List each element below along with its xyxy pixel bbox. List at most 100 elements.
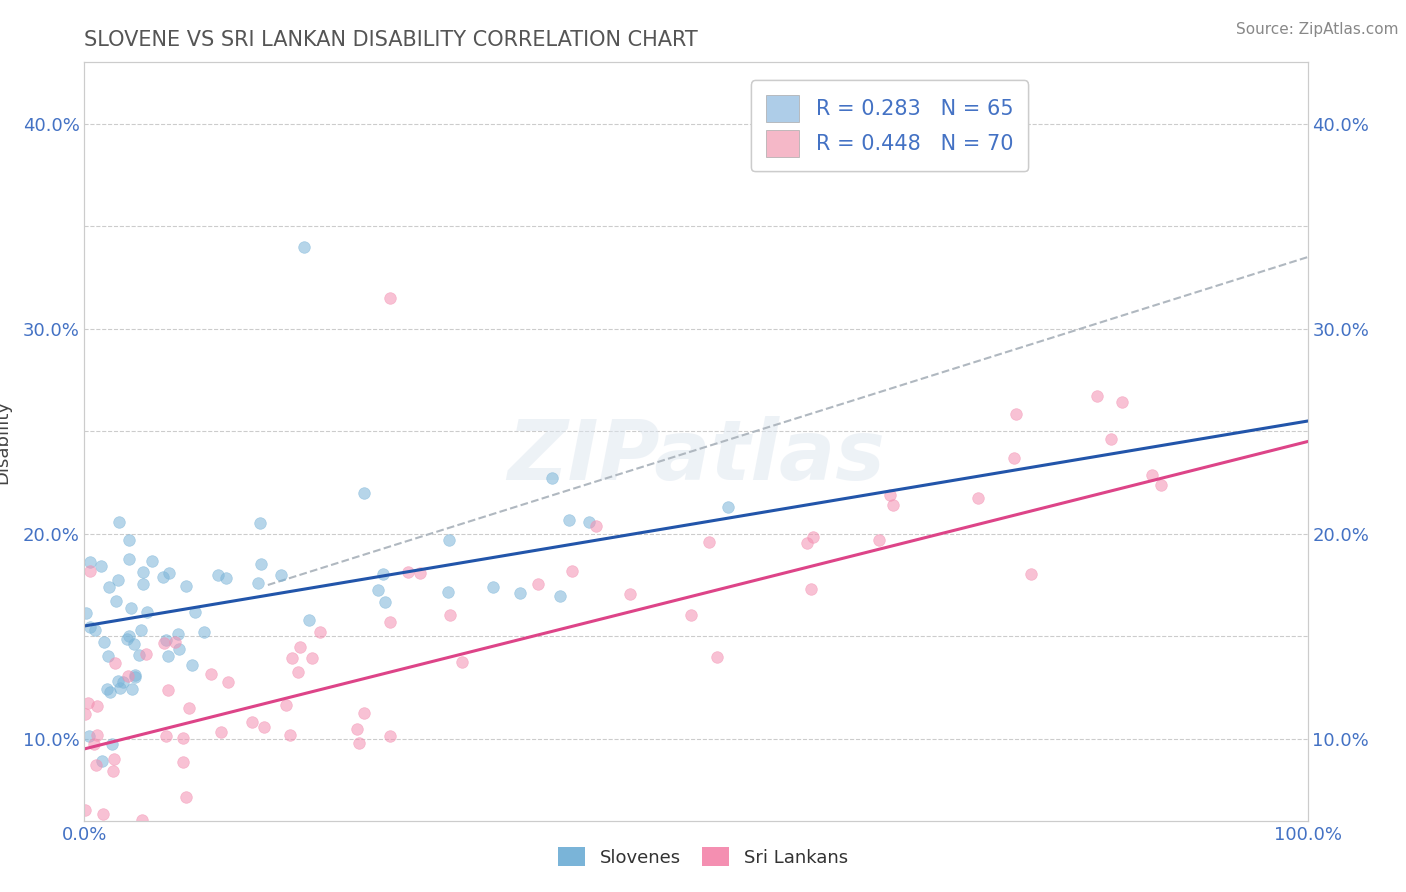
- Point: [77, 696, 100, 710]
- Point: [278, 728, 301, 742]
- Point: [79, 620, 101, 634]
- Point: [120, 600, 142, 615]
- Point: [104, 656, 127, 670]
- Point: [270, 568, 292, 582]
- Point: [124, 670, 146, 684]
- Point: [681, 607, 703, 622]
- Point: [115, 823, 138, 838]
- Point: [697, 535, 720, 549]
- Point: [967, 491, 990, 505]
- Point: [91, 754, 114, 768]
- Point: [1019, 567, 1042, 582]
- Point: [79, 729, 101, 743]
- Point: [117, 533, 139, 547]
- Point: [1111, 394, 1133, 409]
- Point: [371, 567, 394, 582]
- Point: [287, 665, 309, 679]
- Point: [124, 668, 146, 682]
- Point: [578, 515, 600, 529]
- Point: [117, 552, 139, 566]
- Point: [396, 565, 419, 579]
- Point: [141, 554, 163, 568]
- Point: [619, 586, 641, 600]
- Y-axis label: Disability: Disability: [0, 400, 11, 483]
- Point: [75, 606, 97, 620]
- Point: [1099, 433, 1122, 447]
- Point: [107, 673, 129, 688]
- Point: [193, 625, 215, 640]
- Point: [561, 565, 583, 579]
- Point: [167, 642, 190, 657]
- Point: [180, 657, 202, 672]
- Point: [207, 567, 229, 582]
- Point: [585, 518, 607, 533]
- Text: SLOVENE VS SRI LANKAN DISABILITY CORRELATION CHART: SLOVENE VS SRI LANKAN DISABILITY CORRELA…: [84, 29, 699, 50]
- Point: [380, 615, 402, 629]
- Point: [308, 625, 330, 640]
- Point: [176, 789, 198, 804]
- Point: [107, 573, 129, 587]
- Point: [132, 565, 155, 579]
- Point: [121, 682, 143, 697]
- Point: [1085, 389, 1108, 403]
- Point: [135, 647, 157, 661]
- Point: [132, 577, 155, 591]
- Point: [155, 633, 177, 648]
- Point: [527, 577, 550, 591]
- Point: [96, 681, 118, 696]
- Point: [558, 513, 581, 527]
- Point: [294, 240, 316, 254]
- Point: [879, 488, 901, 502]
- Point: [1142, 467, 1164, 482]
- Point: [98, 684, 121, 698]
- Point: [129, 623, 152, 637]
- Point: [249, 516, 271, 530]
- Point: [155, 729, 177, 743]
- Point: [353, 486, 375, 500]
- Point: [706, 649, 728, 664]
- Point: [247, 575, 270, 590]
- Legend: Slovenes, Sri Lankans: Slovenes, Sri Lankans: [551, 840, 855, 874]
- Point: [367, 583, 389, 598]
- Point: [249, 558, 271, 572]
- Point: [288, 640, 311, 655]
- Text: Source: ZipAtlas.com: Source: ZipAtlas.com: [1236, 22, 1399, 37]
- Point: [157, 566, 180, 580]
- Point: [1005, 407, 1028, 421]
- Point: [280, 650, 302, 665]
- Text: ZIPatlas: ZIPatlas: [508, 417, 884, 497]
- Point: [75, 707, 97, 722]
- Point: [103, 752, 125, 766]
- Point: [97, 649, 120, 664]
- Point: [868, 533, 890, 547]
- Point: [156, 648, 179, 663]
- Point: [86, 727, 108, 741]
- Point: [86, 758, 108, 772]
- Point: [450, 655, 472, 669]
- Point: [215, 571, 238, 585]
- Point: [548, 590, 571, 604]
- Point: [98, 580, 121, 594]
- Point: [112, 674, 135, 689]
- Point: [101, 737, 124, 751]
- Point: [152, 636, 174, 650]
- Point: [509, 586, 531, 600]
- Point: [115, 632, 138, 647]
- Point: [240, 715, 263, 730]
- Point: [184, 606, 207, 620]
- Point: [380, 291, 402, 305]
- Point: [177, 701, 200, 715]
- Point: [253, 720, 276, 734]
- Point: [90, 559, 112, 574]
- Point: [105, 823, 128, 838]
- Point: [83, 738, 105, 752]
- Point: [374, 595, 396, 609]
- Point: [107, 515, 129, 529]
- Point: [166, 627, 188, 641]
- Point: [117, 669, 139, 683]
- Point: [298, 613, 321, 627]
- Point: [131, 813, 153, 827]
- Point: [353, 706, 375, 721]
- Point: [174, 579, 197, 593]
- Point: [347, 736, 370, 750]
